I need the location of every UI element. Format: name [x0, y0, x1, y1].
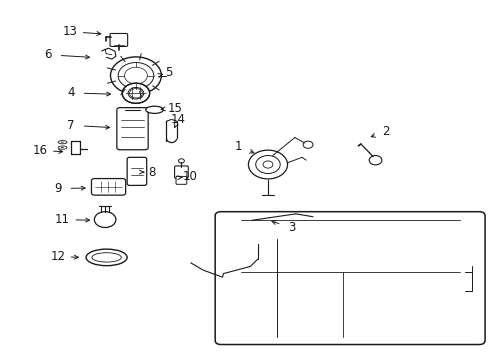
FancyBboxPatch shape — [127, 157, 146, 185]
Circle shape — [368, 156, 381, 165]
FancyBboxPatch shape — [174, 166, 188, 178]
Circle shape — [94, 212, 116, 228]
Text: 15: 15 — [167, 102, 182, 114]
FancyBboxPatch shape — [176, 176, 186, 184]
Ellipse shape — [145, 106, 163, 113]
Circle shape — [239, 217, 276, 244]
Text: 3: 3 — [287, 221, 295, 234]
Text: 5: 5 — [165, 66, 173, 78]
Circle shape — [255, 156, 280, 174]
FancyBboxPatch shape — [110, 33, 127, 46]
Text: 1: 1 — [234, 140, 242, 153]
Ellipse shape — [58, 140, 67, 144]
Text: 8: 8 — [147, 166, 155, 179]
Ellipse shape — [58, 146, 67, 149]
FancyBboxPatch shape — [215, 212, 484, 345]
Text: 13: 13 — [62, 25, 77, 38]
Ellipse shape — [92, 253, 121, 262]
Circle shape — [426, 287, 453, 307]
Circle shape — [124, 67, 147, 84]
Circle shape — [245, 221, 269, 239]
FancyBboxPatch shape — [117, 108, 148, 150]
Text: 2: 2 — [382, 125, 389, 138]
Circle shape — [303, 141, 312, 148]
Text: 14: 14 — [171, 113, 185, 126]
Circle shape — [253, 216, 264, 225]
Text: 10: 10 — [182, 170, 197, 183]
Text: 9: 9 — [54, 182, 61, 195]
Circle shape — [178, 159, 184, 163]
Circle shape — [248, 150, 287, 179]
Text: 7: 7 — [67, 119, 75, 132]
Circle shape — [128, 87, 143, 99]
Text: 4: 4 — [67, 86, 75, 99]
Circle shape — [118, 63, 153, 89]
Text: 11: 11 — [55, 213, 70, 226]
Text: 6: 6 — [44, 48, 52, 61]
Text: 12: 12 — [50, 250, 65, 263]
Circle shape — [122, 83, 149, 103]
Ellipse shape — [86, 249, 127, 266]
Circle shape — [110, 57, 161, 94]
FancyBboxPatch shape — [91, 179, 125, 195]
Text: 16: 16 — [33, 144, 47, 157]
